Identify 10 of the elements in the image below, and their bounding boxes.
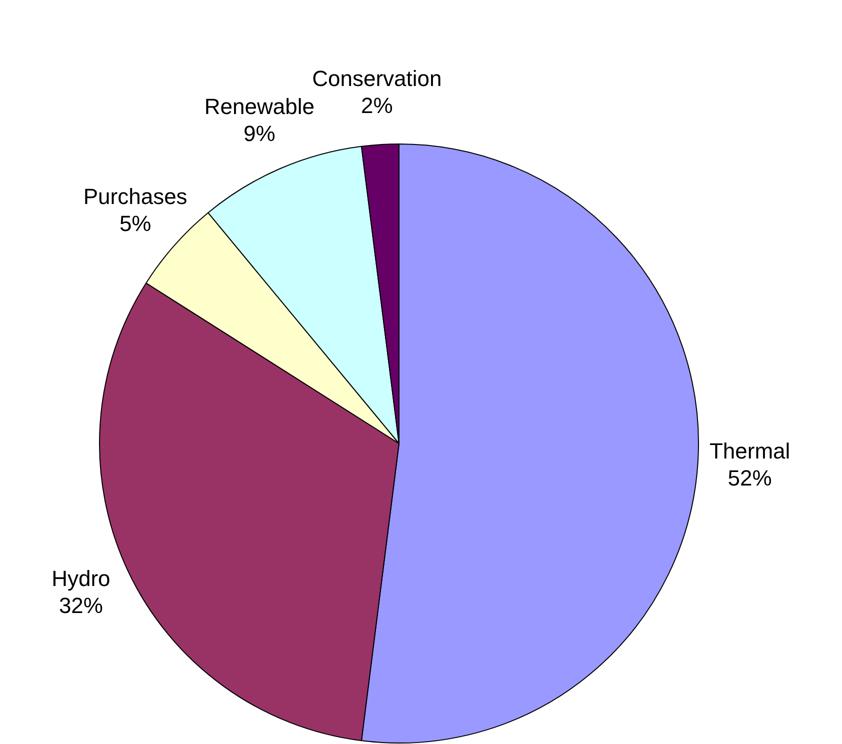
- data-label: 52%: [728, 466, 772, 491]
- data-label: 32%: [58, 593, 103, 618]
- data-label: 9%: [244, 120, 276, 146]
- slice-label: Conservation: [312, 66, 442, 91]
- slice-label: Renewable: [204, 94, 314, 119]
- data-label: 2%: [361, 92, 393, 118]
- slice-label: Hydro: [52, 566, 110, 592]
- slice-label: Thermal: [709, 438, 790, 464]
- data-label: 5%: [119, 211, 152, 236]
- slice-label: Purchases: [83, 184, 188, 210]
